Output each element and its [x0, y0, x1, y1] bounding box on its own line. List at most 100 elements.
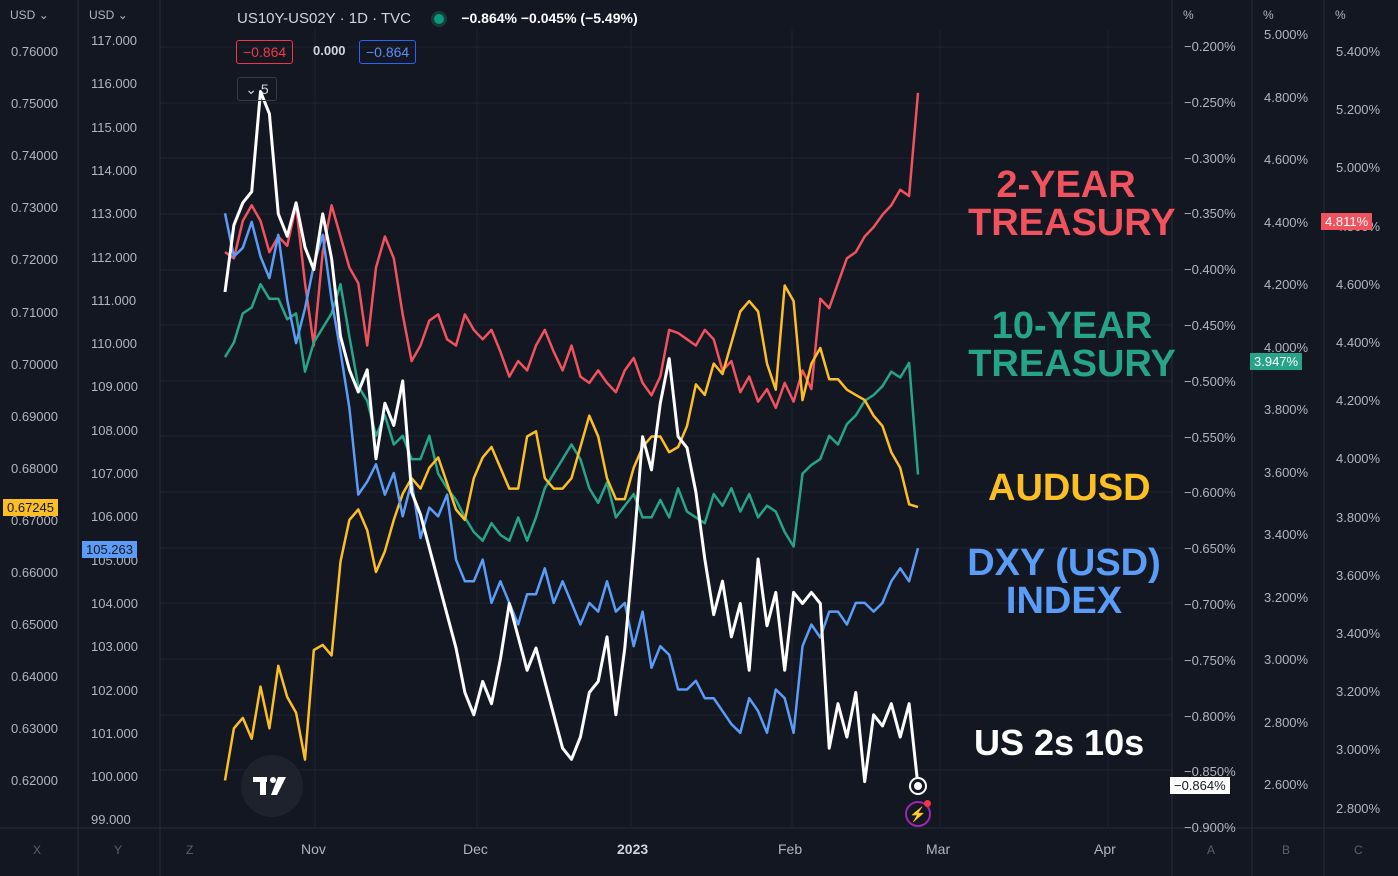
lightning-alert-icon[interactable]: ⚡ [905, 801, 931, 827]
right-axis-2y[interactable]: % 5.000% 4.800% 4.600% 4.400% 4.200% 4.000% 3.… [1250, 0, 1324, 876]
axis-key-y[interactable]: Y [114, 843, 123, 857]
left-axis-audusd-tick: 0.68000 [11, 460, 58, 476]
left-axis-dxy-tick: 116.000 [91, 76, 138, 92]
label-us-2s-10s: US 2s 10s [974, 722, 1145, 763]
series-line-ten_year[interactable] [223, 282, 920, 548]
series-line-dxy[interactable] [223, 212, 920, 735]
left-axis-audusd-tick: 0.71000 [11, 304, 58, 320]
audusd-price-tag: 0.67245 [3, 499, 58, 516]
left-axis-dxy-tick: 115.000 [91, 119, 138, 135]
left-axis-dxy-tick: 99.000 [91, 812, 131, 828]
left-axis-audusd-tick: 0.73000 [11, 200, 58, 216]
right-axis-10y-tick: 3.200% [1336, 684, 1381, 700]
right-axis-spread-tick: −0.650% [1184, 541, 1236, 557]
right-axis-2y-tick: 4.400% [1264, 214, 1309, 230]
x-axis-tick: Nov [301, 841, 326, 857]
axis-key-z[interactable]: Z [186, 843, 194, 857]
right-axis-10y-tick: 4.000% [1336, 451, 1381, 467]
right-axis-spread-tick: −0.800% [1184, 708, 1236, 724]
right-axis-spread-tick: −0.400% [1184, 262, 1236, 278]
right-axis-2y-tick: 4.000% [1264, 339, 1309, 355]
right-axis-10y-tick: 3.800% [1336, 509, 1381, 525]
chevron-down-icon[interactable]: ⌄ [117, 8, 128, 22]
axis-key-c[interactable]: C [1354, 843, 1363, 857]
left-axis-audusd-tick: 0.76000 [11, 44, 58, 59]
right-axis-2y-tick: 2.800% [1264, 714, 1309, 730]
left-axis-dxy-head[interactable]: USD ⌄ [89, 8, 128, 22]
right-axis-10y-tick: 3.000% [1336, 742, 1381, 758]
right-axis-2y-tick: 4.200% [1264, 277, 1309, 292]
series-line-spread[interactable] [223, 90, 920, 787]
left-axis-audusd-tick: 0.67000 [11, 512, 58, 528]
right-axis-2y-tick: 3.400% [1264, 527, 1309, 542]
left-axis-audusd-tick: 0.74000 [11, 148, 58, 164]
left-axis-dxy-tick: 111.000 [91, 292, 137, 308]
symbol-values: −0.864% −0.045% (−5.49%) [461, 10, 638, 26]
right-axis-10y-tick: 2.800% [1336, 800, 1381, 816]
left-axis-audusd-tick: 0.63000 [11, 721, 58, 737]
x-axis-tick: Mar [926, 841, 951, 857]
chevron-down-icon: ⌄ [245, 81, 258, 97]
market-status-icon [431, 11, 448, 28]
right-axis-spread-tick: −0.850% [1184, 764, 1236, 780]
right-axis-spread-tick: −0.200% [1184, 39, 1236, 54]
left-axis-dxy-tick: 109.000 [91, 379, 138, 395]
left-axis-dxy-tick: 117.000 [91, 33, 138, 48]
right-axis-spread-tick: −0.900% [1184, 820, 1236, 836]
right-axis-spread-tick: −0.350% [1184, 206, 1236, 222]
right-axis-2y-head[interactable]: % [1263, 8, 1274, 22]
right-axis-10y-tick: 3.600% [1336, 567, 1381, 583]
left-axis-dxy-tick: 104.000 [91, 595, 138, 611]
right-axis-10y-tick: 4.400% [1336, 335, 1381, 350]
right-axis-spread-head[interactable]: % [1183, 8, 1194, 22]
left-axis-dxy-tick: 108.000 [91, 422, 138, 438]
dxy-price-tag: 105.263 [82, 541, 137, 558]
symbol-legend[interactable]: US10Y-US02Y · 1D · TVC −0.864% −0.045% (… [237, 10, 638, 28]
left-axis-audusd-tick: 0.69000 [11, 408, 58, 424]
right-axis-2y-tick: 4.600% [1264, 152, 1309, 167]
label-dxy-index: DXY (USD) INDEX [967, 542, 1161, 622]
two-year-price-tag: 4.811% [1321, 213, 1373, 230]
left-axis-dxy-tick: 103.000 [91, 639, 138, 655]
right-axis-10y-tick: 5.200% [1336, 102, 1381, 118]
right-axis-spread[interactable]: % −0.200% −0.250% −0.300% −0.350% −0.400% −0.… [1170, 0, 1250, 876]
left-axis-dxy-tick: 102.000 [91, 682, 138, 698]
collapse-indicators-button[interactable]: ⌄ 5 [237, 77, 277, 101]
axis-key-x[interactable]: X [33, 843, 42, 857]
right-axis-2y-tick: 3.800% [1264, 402, 1309, 417]
series-line-audusd[interactable] [223, 284, 919, 781]
left-axis-audusd-tick: 0.62000 [11, 773, 58, 789]
left-axis-audusd[interactable]: USD ⌄ 0.76000 0.75000 0.74000 0.73000 0.7200… [0, 0, 76, 876]
right-axis-2y-tick: 5.000% [1264, 27, 1309, 42]
tradingview-logo[interactable] [241, 755, 303, 817]
axis-key-a[interactable]: A [1207, 843, 1216, 857]
right-axis-2y-tick: 3.600% [1264, 464, 1309, 480]
right-axis-spread-tick: −0.300% [1184, 150, 1236, 166]
label-10-year-treasury: 10-YEAR TREASURY [968, 305, 1176, 385]
right-axis-2y-tick: 4.800% [1264, 89, 1309, 105]
value-box-red[interactable]: −0.864 [236, 40, 294, 64]
label-audusd: AUDUSD [988, 467, 1151, 509]
symbol-title[interactable]: US10Y-US02Y · 1D · TVC [237, 10, 411, 27]
left-axis-dxy-tick: 110.000 [91, 336, 138, 352]
value-box-blue[interactable]: −0.864 [359, 40, 417, 64]
left-axis-audusd-tick: 0.66000 [11, 565, 58, 580]
right-axis-10y[interactable]: % 5.400%5.200%5.000%4.800%4.600%4.400%4.… [1321, 0, 1398, 876]
left-axis-audusd-head[interactable]: USD ⌄ [10, 8, 49, 22]
right-axis-10y-tick: 4.200% [1336, 393, 1381, 409]
left-axis-dxy[interactable]: USD ⌄ 117.000 116.000 115.000 114.000 113.00… [78, 0, 158, 876]
right-axis-2y-tick: 3.000% [1264, 652, 1309, 667]
right-axis-2y-tick: 3.200% [1264, 589, 1309, 605]
right-axis-spread-tick: −0.700% [1184, 597, 1236, 612]
right-axis-10y-head[interactable]: % [1335, 8, 1346, 22]
series-line-two_year[interactable] [224, 92, 920, 410]
right-axis-10y-tick: 3.400% [1336, 626, 1381, 641]
axis-key-b[interactable]: B [1282, 843, 1291, 857]
right-axis-spread-tick: −0.750% [1184, 652, 1236, 668]
chevron-down-icon[interactable]: ⌄ [38, 8, 49, 22]
x-axis-tick: Dec [463, 841, 488, 857]
left-axis-dxy-tick: 114.000 [91, 162, 138, 178]
label-2-year-treasury: 2-YEAR TREASURY [968, 164, 1176, 244]
tradingview-logo-icon [253, 777, 286, 795]
